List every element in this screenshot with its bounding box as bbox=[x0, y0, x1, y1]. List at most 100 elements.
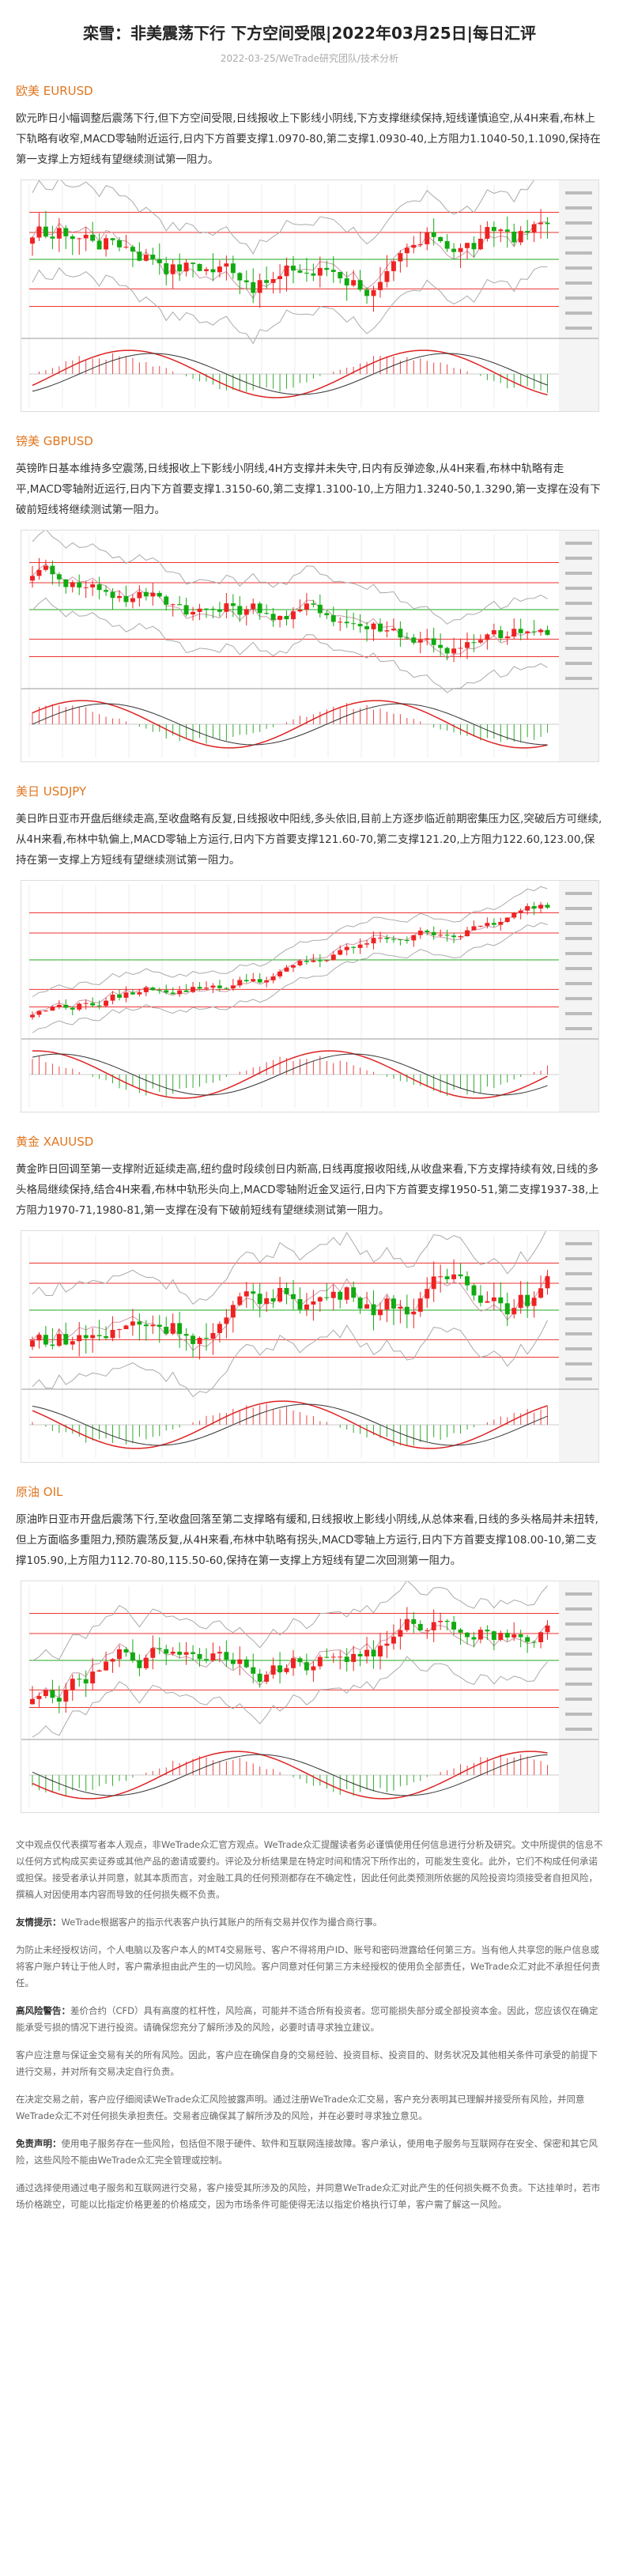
axis-label-block bbox=[564, 1027, 592, 1030]
candle-body bbox=[297, 1299, 302, 1310]
candle-body bbox=[424, 1630, 429, 1631]
candle-body bbox=[484, 634, 489, 640]
candle-body bbox=[497, 1297, 503, 1304]
candle-body bbox=[518, 231, 523, 243]
axis-label-block bbox=[564, 677, 592, 680]
candle-body bbox=[163, 1327, 168, 1334]
candle-body bbox=[116, 994, 122, 998]
section-text: 美日昨日亚市开盘后继续走高,至收盘略有反复,日线报收中阳线,多头依旧,目前上方逐… bbox=[16, 813, 602, 867]
candle-body bbox=[511, 1634, 516, 1638]
candle-body bbox=[444, 1620, 450, 1622]
candle-body bbox=[377, 1309, 383, 1316]
candle-body bbox=[337, 1656, 342, 1658]
axis-label-block bbox=[564, 892, 592, 895]
candle-body bbox=[143, 255, 149, 261]
candle-body bbox=[263, 613, 269, 614]
candle-body bbox=[176, 1323, 182, 1335]
axis-label-block bbox=[564, 1713, 592, 1716]
candle-body bbox=[491, 630, 496, 635]
candle-body bbox=[49, 565, 55, 575]
axis-label-block bbox=[564, 312, 592, 315]
candle-body bbox=[323, 960, 329, 961]
candle-body bbox=[397, 1306, 402, 1309]
candle-body bbox=[431, 232, 436, 237]
macd-line bbox=[32, 353, 548, 395]
candle-body bbox=[96, 1335, 102, 1337]
candle-body bbox=[136, 991, 142, 995]
candle-body bbox=[56, 1334, 62, 1347]
candle-body bbox=[397, 1630, 402, 1637]
candle-body bbox=[257, 1673, 262, 1682]
candle-body bbox=[62, 579, 68, 587]
candle-body bbox=[464, 930, 470, 936]
axis-label-block bbox=[564, 1637, 592, 1641]
section-text: 黄金昨日回调至第一支撑附近延续走高,纽约盘时段续创日内新高,日线再度报收阳线,从… bbox=[16, 1163, 599, 1217]
axis-label-block bbox=[564, 982, 592, 985]
candle-body bbox=[157, 259, 162, 263]
axis-label-block bbox=[564, 587, 592, 590]
candle-body bbox=[236, 273, 242, 281]
candle-body bbox=[384, 270, 389, 282]
candle-body bbox=[538, 1288, 543, 1298]
candle-body bbox=[250, 1291, 255, 1294]
axis-label-block bbox=[564, 967, 592, 970]
disclaimer-paragraph: 为防止未经授权访问，个人电脑以及客户本人的MT4交易账号、客户不得将用户ID、账… bbox=[16, 1942, 603, 1992]
candle-body bbox=[391, 939, 396, 940]
candle-body bbox=[511, 912, 516, 918]
candle-body bbox=[371, 623, 376, 629]
candle-body bbox=[545, 222, 549, 225]
candle-body bbox=[384, 937, 389, 939]
candle-body bbox=[377, 1645, 383, 1657]
axis-label-block bbox=[564, 1592, 592, 1596]
macd-line bbox=[32, 349, 548, 398]
section-heading: 镑美 GBPUSD bbox=[16, 434, 93, 448]
candle-body bbox=[304, 603, 309, 610]
candle-body bbox=[183, 263, 189, 272]
section-text: 欧元昨日小幅调整后震荡下行,但下方空间受限,日线报收上下影线小阴线,下方支撑继续… bbox=[16, 112, 601, 166]
candle-body bbox=[497, 630, 503, 638]
price-axis-strip bbox=[558, 1231, 598, 1462]
candle-body bbox=[143, 988, 149, 992]
axis-label-block bbox=[564, 602, 592, 605]
candle-body bbox=[143, 1657, 149, 1668]
candle-body bbox=[451, 935, 456, 938]
candle-body bbox=[310, 603, 315, 605]
candle-body bbox=[230, 1660, 236, 1664]
disclaimer-label: 友情提示： bbox=[16, 1917, 62, 1928]
candle-body bbox=[317, 1297, 323, 1301]
candle-body bbox=[437, 1620, 443, 1622]
candle-body bbox=[290, 1658, 296, 1668]
candle-body bbox=[431, 1276, 436, 1290]
candle-body bbox=[391, 261, 396, 271]
candle-body bbox=[424, 1289, 429, 1299]
candle-body bbox=[217, 1324, 222, 1333]
candle-body bbox=[183, 605, 189, 615]
candle-body bbox=[431, 1622, 436, 1630]
candle-body bbox=[437, 644, 443, 648]
candle-body bbox=[277, 1665, 282, 1672]
section: 美日 USDJPY 美日昨日亚市开盘后继续走高,至收盘略有反复,日线报收中阳线,多… bbox=[16, 783, 603, 1112]
candle-body bbox=[103, 1336, 108, 1339]
axis-label-block bbox=[564, 952, 592, 955]
candle-body bbox=[29, 237, 35, 244]
candle-body bbox=[43, 226, 48, 237]
candle-body bbox=[391, 1636, 396, 1644]
candle-body bbox=[464, 243, 470, 248]
disclaimer-label: 高风险警告： bbox=[16, 2005, 70, 2016]
candle-body bbox=[183, 1334, 189, 1336]
candle-body bbox=[223, 1652, 228, 1660]
candle-body bbox=[504, 636, 510, 638]
candle-body bbox=[70, 1007, 75, 1010]
chart-image bbox=[20, 530, 599, 762]
candle-body bbox=[337, 621, 342, 623]
axis-label-block bbox=[564, 1287, 592, 1290]
candle-body bbox=[157, 990, 162, 991]
candle-body bbox=[43, 1335, 48, 1345]
candle-body bbox=[310, 1666, 315, 1671]
candle-body bbox=[123, 1325, 128, 1330]
candle-body bbox=[344, 1287, 349, 1300]
macd-line bbox=[32, 1751, 548, 1800]
candle-body bbox=[371, 1304, 376, 1316]
candle-body bbox=[70, 1679, 75, 1690]
candle-body bbox=[263, 1297, 269, 1305]
